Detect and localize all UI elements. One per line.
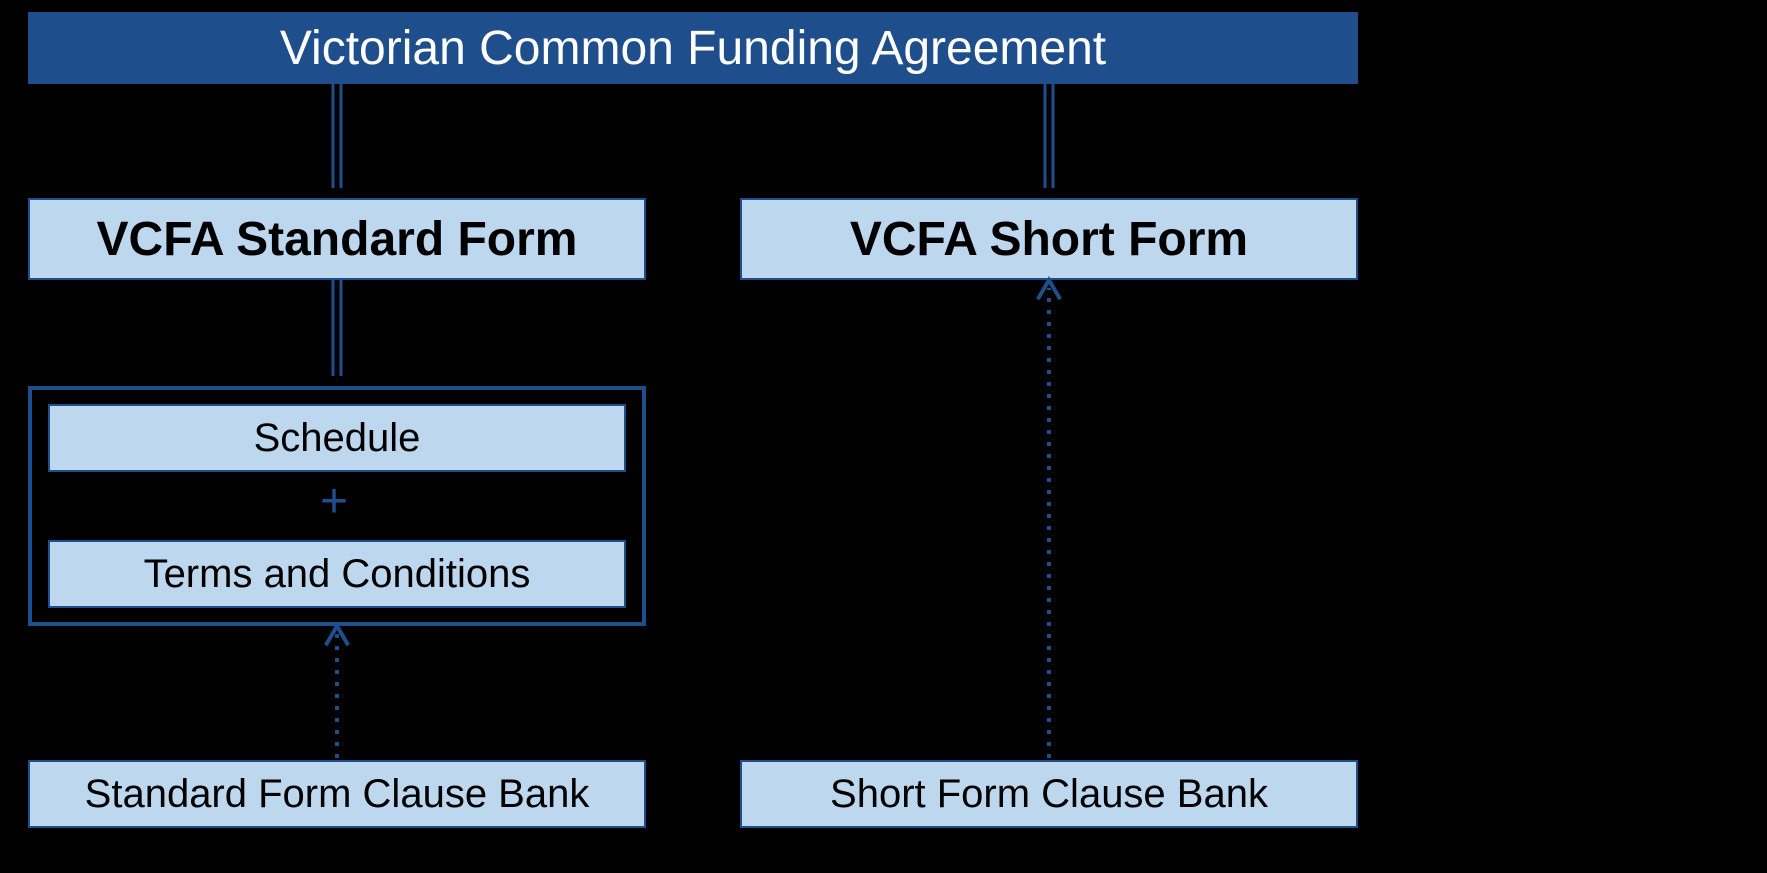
- edges-svg: [0, 0, 1767, 873]
